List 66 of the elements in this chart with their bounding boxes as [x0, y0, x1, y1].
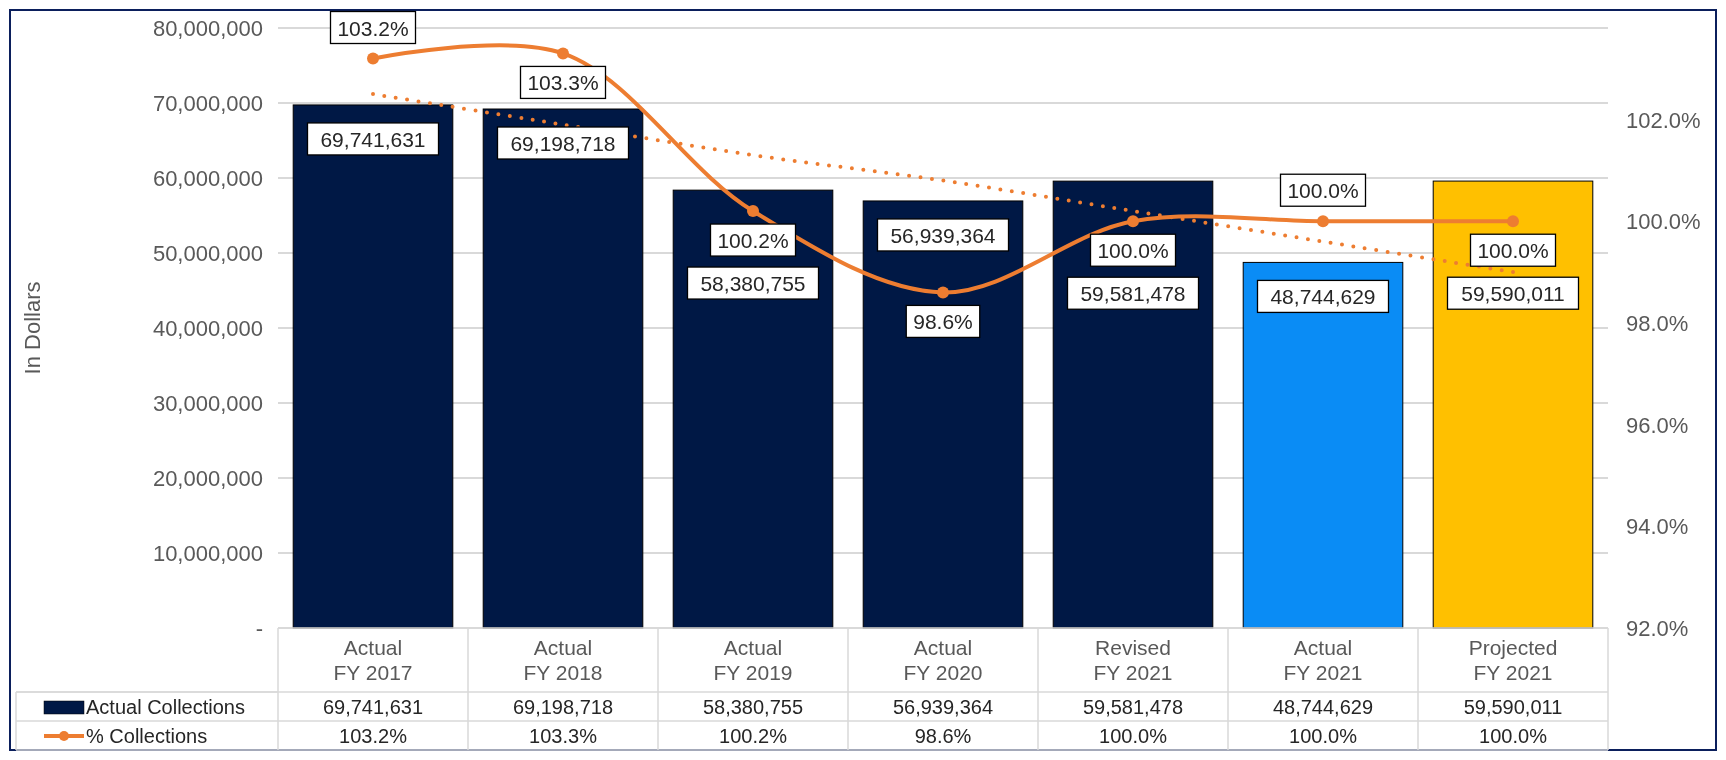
text: 103.3%: [527, 71, 599, 95]
bar: [672, 189, 834, 629]
x-tick-label: Projected FY 2021: [1468, 636, 1558, 684]
legend-label: % Collections: [86, 725, 208, 747]
text: 98.6%: [913, 310, 973, 334]
data-label: 56,939,364: [892, 696, 994, 718]
point: [937, 286, 949, 299]
text: 48,744,629: [1270, 285, 1376, 309]
data-label: 69,198,718: [512, 696, 614, 718]
bar: [1052, 180, 1214, 629]
point: [1127, 215, 1139, 228]
text: 100.0%: [1097, 239, 1169, 263]
data-label: 98.6%: [914, 725, 972, 747]
y-tick-label: 40,000,000: [152, 316, 263, 341]
point: [747, 205, 759, 218]
text: 59,581,478: [1080, 282, 1186, 306]
y-tick-label: 70,000,000: [152, 91, 263, 116]
y-tick-label: 10,000,000: [152, 541, 263, 566]
point: [1507, 215, 1519, 228]
text: 100.0%: [1477, 239, 1549, 263]
x-tick-label: Actual FY 2021: [1283, 636, 1363, 684]
text: 103.2%: [337, 16, 409, 40]
y2-tick-label: 92.0%: [1626, 616, 1689, 641]
text: 100.0%: [1287, 179, 1359, 203]
y2-tick-label: 96.0%: [1626, 412, 1689, 438]
bar: [482, 108, 644, 629]
data-label: 103.3%: [529, 725, 598, 747]
data-label: 103.2%: [339, 725, 408, 747]
x-tick-label: Revised FY 2021: [1093, 636, 1173, 684]
text: 56,939,364: [890, 223, 996, 247]
bar: [292, 104, 454, 629]
y2-tick-label: 100.0%: [1626, 209, 1701, 235]
data-label: 59,590,011: [1463, 696, 1563, 718]
text: 69,198,718: [510, 132, 616, 156]
y-tick-label: 80,000,000: [152, 16, 263, 41]
y-tick-label: 60,000,000: [152, 166, 263, 191]
text: 100.2%: [717, 229, 789, 253]
y2-tick-label: 98.0%: [1626, 310, 1689, 336]
data-label: 100.0%: [1479, 725, 1548, 747]
data-label: 100.2%: [719, 725, 788, 747]
data-label: 100.0%: [1099, 725, 1168, 747]
y-tick-label: -: [255, 616, 263, 641]
y-axis-title: In Dollars: [20, 281, 45, 375]
bar: [1432, 180, 1594, 629]
y-tick-label: 30,000,000: [152, 391, 263, 416]
point: [557, 47, 569, 60]
y-tick-label: 50,000,000: [152, 241, 263, 266]
x-tick-label: Actual FY 2020: [903, 636, 983, 684]
data-label: 48,744,629: [1272, 696, 1374, 718]
y2-tick-label: 102.0%: [1626, 107, 1701, 133]
data-label: 58,380,755: [702, 696, 804, 718]
point: [367, 52, 379, 65]
x-tick-label: Actual FY 2018: [523, 636, 603, 684]
data-label: 100.0%: [1289, 725, 1358, 747]
data-label: 69,741,631: [322, 696, 424, 718]
legend-label: Actual Collections: [86, 696, 245, 718]
bar: [1242, 261, 1404, 629]
x-tick-label: Actual FY 2019: [713, 636, 793, 684]
x-tick-label: Actual FY 2017: [333, 636, 413, 684]
y2-tick-label: 94.0%: [1626, 514, 1689, 540]
text: 58,380,755: [700, 272, 806, 296]
text: 69,741,631: [320, 127, 426, 151]
point: [1317, 215, 1329, 228]
y-tick-label: 20,000,000: [152, 466, 263, 491]
text: 59,590,011: [1461, 282, 1565, 306]
data-label: 59,581,478: [1082, 696, 1184, 718]
